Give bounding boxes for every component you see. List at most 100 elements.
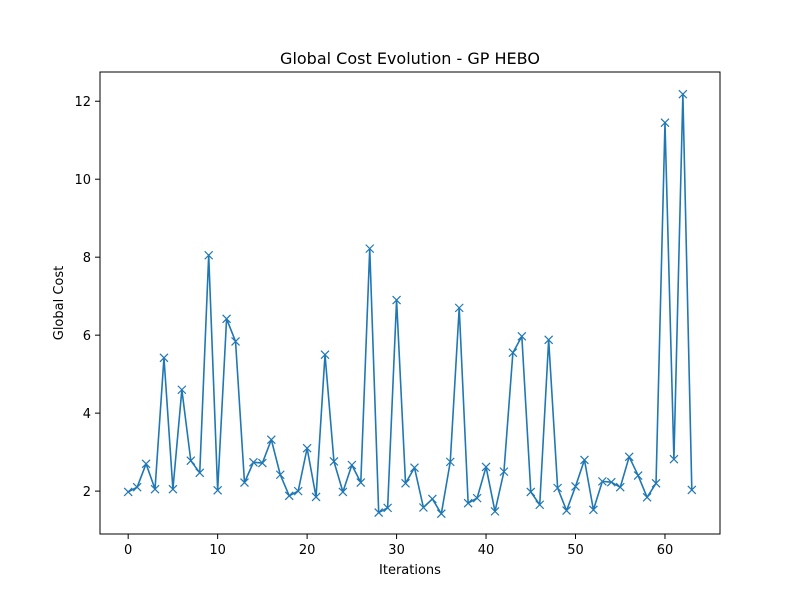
data-point-10: [213, 485, 223, 495]
marker-stroke: [383, 503, 393, 513]
marker-stroke: [347, 460, 357, 470]
marker-stroke: [553, 483, 563, 493]
data-point-20: [302, 443, 312, 453]
data-point-12: [231, 336, 240, 346]
data-point-38: [463, 498, 473, 508]
data-point-19: [293, 486, 303, 496]
data-point-28: [374, 508, 384, 517]
series-line-0: [127, 93, 693, 515]
data-point-56: [624, 452, 634, 462]
data-point-22: [320, 350, 330, 360]
marker-stroke: [633, 471, 643, 480]
marker-stroke: [177, 385, 187, 395]
marker-stroke: [141, 459, 151, 469]
data-point-40: [481, 462, 491, 472]
marker-stroke: [159, 353, 169, 363]
data-point-52: [588, 505, 598, 515]
marker-stroke: [365, 244, 375, 254]
y-axis-label: Global Cost: [52, 266, 67, 341]
marker-stroke: [275, 470, 285, 480]
data-point-37: [454, 303, 464, 313]
data-point-32: [410, 463, 419, 473]
data-point-44: [517, 331, 527, 341]
marker-stroke: [195, 468, 205, 478]
marker-stroke: [427, 494, 437, 504]
marker-stroke: [150, 484, 160, 494]
marker-stroke: [410, 463, 419, 473]
data-point-49: [562, 506, 571, 516]
chart-title: Global Cost Evolution - GP HEBO: [280, 49, 540, 68]
marker-stroke: [418, 503, 428, 512]
data-point-63: [687, 485, 697, 495]
marker-stroke: [642, 492, 652, 502]
data-point-13: [240, 478, 249, 487]
data-point-48: [553, 483, 563, 493]
data-point-59: [651, 478, 661, 488]
data-point-8: [195, 468, 205, 478]
data-point-35: [436, 509, 446, 519]
data-point-30: [392, 295, 402, 305]
data-point-46: [535, 500, 545, 510]
data-point-31: [401, 478, 410, 488]
marker-stroke: [535, 500, 545, 510]
marker-stroke: [597, 476, 607, 486]
x-tick-label: 0: [124, 543, 132, 558]
data-point-15: [257, 458, 267, 468]
data-point-45: [526, 487, 536, 497]
data-point-24: [338, 487, 348, 497]
marker-stroke: [356, 478, 366, 487]
data-point-36: [445, 457, 455, 467]
data-point-62: [678, 89, 688, 99]
x-tick-label: 50: [567, 543, 584, 558]
marker-stroke: [580, 455, 589, 465]
data-point-47: [544, 335, 554, 345]
marker-stroke: [231, 336, 240, 346]
data-point-41: [490, 506, 500, 516]
marker-stroke: [320, 350, 330, 360]
marker-stroke: [311, 492, 321, 502]
y-tick-label: 10: [74, 173, 91, 188]
data-point-4: [159, 353, 169, 363]
data-point-54: [606, 477, 616, 487]
y-tick-label: 8: [83, 251, 91, 266]
marker-stroke: [517, 331, 527, 341]
marker-stroke: [204, 250, 214, 260]
x-tick-label: 10: [209, 543, 226, 558]
marker-stroke: [401, 478, 410, 488]
data-point-9: [204, 250, 214, 260]
data-point-3: [150, 484, 160, 494]
marker-stroke: [526, 487, 536, 497]
marker-stroke: [257, 458, 267, 468]
x-tick-label: 40: [478, 543, 495, 558]
x-tick-label: 30: [388, 543, 405, 558]
marker-stroke: [508, 348, 518, 358]
marker-stroke: [374, 508, 384, 517]
data-point-6: [177, 385, 187, 395]
marker-stroke: [338, 487, 348, 497]
marker-stroke: [588, 505, 598, 515]
marker-stroke: [123, 487, 133, 497]
marker-stroke: [132, 482, 142, 492]
marker-stroke: [445, 457, 455, 467]
data-point-34: [427, 494, 437, 504]
data-point-60: [660, 118, 670, 128]
marker-stroke: [687, 485, 697, 495]
data-point-42: [499, 467, 509, 477]
y-tick-label: 4: [83, 407, 91, 422]
marker-stroke: [436, 509, 446, 519]
axes-frame: [99, 71, 721, 535]
data-point-11: [222, 314, 232, 324]
marker-stroke: [481, 462, 491, 472]
data-point-7: [186, 456, 196, 466]
plot-area: [123, 89, 697, 519]
data-point-58: [642, 492, 652, 502]
marker-stroke: [392, 295, 402, 305]
data-point-61: [669, 454, 679, 464]
marker-stroke: [624, 452, 634, 462]
data-point-26: [356, 478, 366, 487]
marker-stroke: [168, 484, 178, 494]
marker-stroke: [571, 482, 580, 491]
marker-stroke: [562, 506, 571, 516]
marker-stroke: [669, 454, 679, 464]
marker-stroke: [454, 303, 464, 313]
